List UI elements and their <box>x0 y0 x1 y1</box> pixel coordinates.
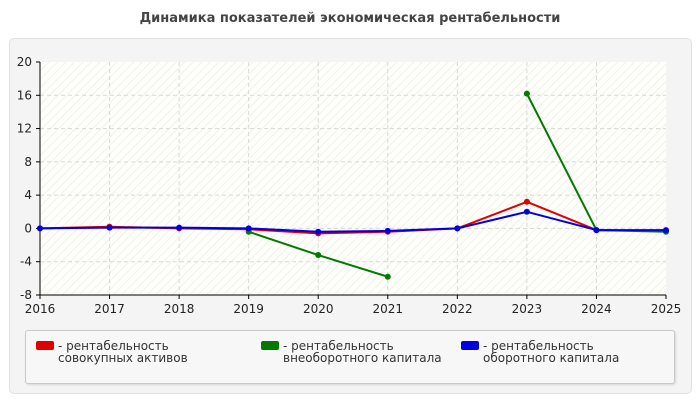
y-tick-label: 12 <box>17 122 32 136</box>
data-point <box>523 198 530 205</box>
legend-label: - рентабельность оборотного капитала <box>483 339 620 365</box>
y-tick-label: 8 <box>24 155 32 169</box>
x-tick-label: 2019 <box>233 302 264 316</box>
series-line <box>39 210 666 233</box>
y-tick-label: 16 <box>17 88 32 102</box>
chart-legend: - рентабельность совокупных активов - ре… <box>25 330 675 384</box>
x-tick-label: 2022 <box>442 302 473 316</box>
x-tick-label: 2018 <box>164 302 195 316</box>
legend-item[interactable]: - рентабельность внеоборотного капитала <box>261 340 466 376</box>
data-point <box>315 252 322 259</box>
chart-title: Динамика показателей экономическая рента… <box>139 11 561 26</box>
legend-swatch <box>36 341 54 350</box>
y-tick-label: 20 <box>17 55 32 69</box>
data-point <box>663 227 669 234</box>
data-point <box>384 227 391 234</box>
x-tick-label: 2021 <box>373 302 404 316</box>
x-tick-label: 2020 <box>303 302 334 316</box>
x-tick-label: 2023 <box>512 302 543 316</box>
y-tick-label: 0 <box>24 221 32 235</box>
legend-label: - рентабельность внеоборотного капитала <box>283 339 442 365</box>
x-tick-label: 2024 <box>581 302 612 316</box>
data-point <box>106 224 113 231</box>
data-point <box>315 228 322 235</box>
data-point <box>37 225 43 232</box>
data-point <box>523 90 530 97</box>
legend-item[interactable]: - рентабельность совокупных активов <box>36 340 241 376</box>
data-point <box>593 227 600 234</box>
y-tick-label: 4 <box>24 188 32 202</box>
data-point <box>454 225 461 232</box>
data-point <box>245 225 252 232</box>
legend-label: - рентабельность совокупных активов <box>58 339 188 365</box>
x-tick-label: 2016 <box>25 302 56 316</box>
legend-item[interactable]: - рентабельность оборотного капитала <box>461 340 666 376</box>
plot-area <box>40 62 666 295</box>
data-point <box>176 224 183 231</box>
data-point <box>523 208 530 215</box>
y-tick-label: -8 <box>20 288 32 302</box>
legend-swatch <box>461 341 479 350</box>
legend-swatch <box>261 341 279 350</box>
x-tick-label: 2025 <box>651 302 682 316</box>
x-tick-label: 2017 <box>94 302 125 316</box>
data-point <box>384 273 391 280</box>
y-tick-label: -4 <box>20 255 32 269</box>
